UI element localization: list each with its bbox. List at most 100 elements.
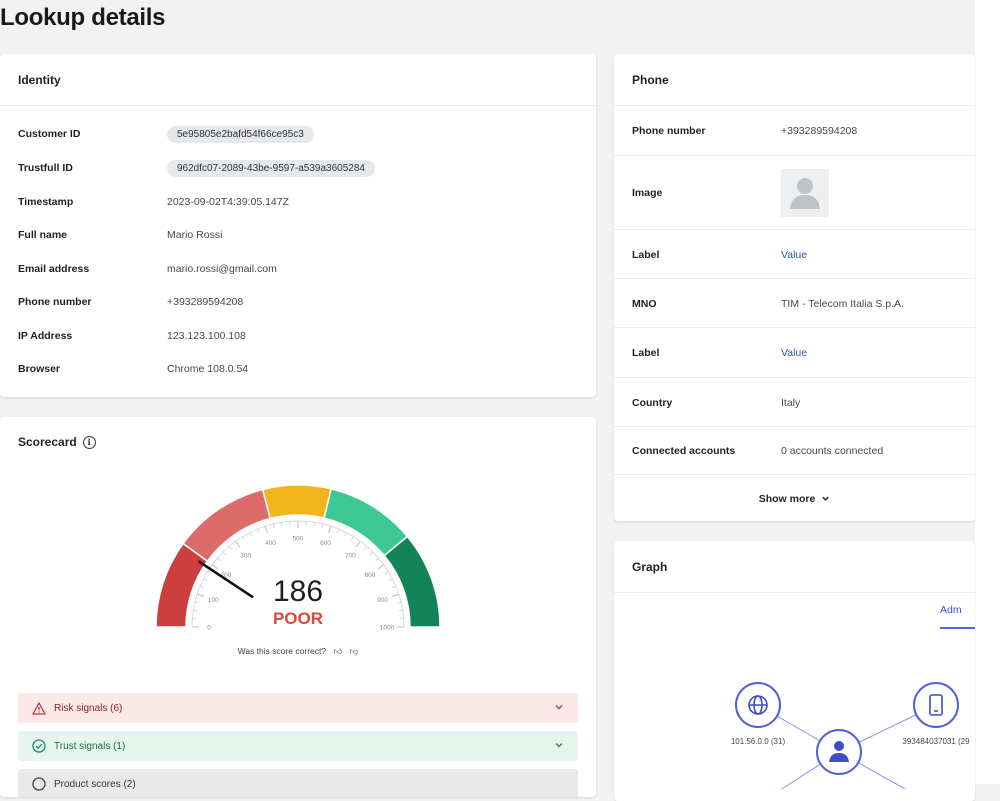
row-label: MNO bbox=[614, 298, 781, 310]
phone-row-label-1: Label Value bbox=[614, 229, 975, 279]
gauge-tick bbox=[229, 546, 232, 549]
row-value: +393289594208 bbox=[781, 125, 857, 137]
row-label: Label bbox=[614, 249, 781, 261]
row-label: Customer ID bbox=[18, 128, 167, 140]
trustfull-id-chip[interactable]: 962dfc07-2089-43be-9597-a539a3605284 bbox=[167, 160, 375, 177]
gauge-tick bbox=[397, 602, 401, 603]
gauge-tick bbox=[208, 572, 211, 574]
warning-icon bbox=[32, 702, 46, 715]
gauge-tick bbox=[212, 565, 218, 569]
identity-row-email: Email address mario.rossi@gmail.com bbox=[18, 259, 277, 279]
gauge-tick bbox=[223, 552, 226, 555]
row-label: Email address bbox=[18, 263, 167, 275]
risk-signals-accordion[interactable]: Risk signals (6) bbox=[18, 693, 578, 723]
gauge-segment-excellent bbox=[384, 536, 440, 627]
identity-row-browser: Browser Chrome 108.0.54 bbox=[18, 359, 248, 379]
identity-row-customer-id: Customer ID 5e95805e2bafd54f66ce95c3 bbox=[18, 124, 314, 144]
phone-card: Phone Phone number +393289594208 Image L… bbox=[614, 54, 975, 521]
gauge-tick bbox=[392, 586, 396, 588]
row-label: Full name bbox=[18, 229, 167, 241]
gauge-segment-average bbox=[263, 485, 331, 519]
score-feedback: Was this score correct? 👍︎ 👎︎ bbox=[0, 646, 596, 657]
score-rating: POOR bbox=[273, 609, 323, 628]
row-label: Trustfull ID bbox=[18, 162, 167, 174]
phone-row-label-2: Label Value bbox=[614, 327, 975, 378]
row-label: Timestamp bbox=[18, 196, 167, 208]
gauge-tick bbox=[370, 552, 373, 555]
thumbs-down-icon[interactable]: 👎︎ bbox=[350, 646, 359, 656]
row-value-link[interactable]: Value bbox=[781, 347, 807, 359]
row-label: Browser bbox=[18, 363, 167, 375]
phone-row-connected-accounts: Connected accounts 0 accounts connected bbox=[614, 426, 975, 475]
gauge-tick bbox=[197, 594, 204, 596]
phone-row-mno: MNO TIM - Telecom Italia S.p.A. bbox=[614, 278, 975, 328]
gauge-segment-fair bbox=[183, 489, 270, 561]
score-value: 186 bbox=[273, 575, 323, 608]
row-value: TIM - Telecom Italia S.p.A. bbox=[781, 298, 904, 310]
graph-node-label: 101.56.0.0 (31) bbox=[731, 737, 786, 746]
gauge-tick bbox=[376, 558, 379, 561]
gauge-tick bbox=[250, 533, 252, 537]
graph-node-ip[interactable]: 101.56.0.0 (31) bbox=[731, 683, 786, 746]
product-scores-accordion[interactable]: Product scores (2) bbox=[18, 769, 578, 797]
row-value: mario.rossi@gmail.com bbox=[167, 263, 277, 275]
row-value-link[interactable]: Value bbox=[781, 249, 807, 261]
gauge-tick bbox=[378, 565, 384, 569]
right-edge-panel bbox=[975, 0, 1000, 784]
gauge-tick-label: 900 bbox=[377, 597, 388, 604]
row-label: Connected accounts bbox=[614, 445, 781, 457]
gauge-tick bbox=[364, 546, 367, 549]
thumbs-up-icon[interactable]: 👍︎ bbox=[333, 646, 342, 656]
identity-row-timestamp: Timestamp 2023-09-02T4:39:05.147Z bbox=[18, 192, 289, 212]
identity-card-title: Identity bbox=[0, 54, 596, 106]
row-label: Phone number bbox=[18, 296, 167, 308]
show-more-label: Show more bbox=[759, 493, 816, 505]
chevron-down-icon bbox=[554, 702, 564, 712]
gauge-tick bbox=[356, 541, 360, 547]
gauge-tick-label: 300 bbox=[240, 552, 251, 559]
info-circle-icon bbox=[32, 777, 46, 791]
scorecard-title-row: Scorecard i bbox=[18, 435, 96, 449]
avatar bbox=[781, 169, 829, 217]
phone-row-number: Phone number +393289594208 bbox=[614, 105, 975, 156]
identity-row-phone: Phone number +393289594208 bbox=[18, 292, 243, 312]
gauge-tick bbox=[385, 572, 388, 574]
gauge-tick-label: 1000 bbox=[380, 625, 395, 632]
gauge-tick-label: 100 bbox=[208, 597, 219, 604]
gauge-tick bbox=[273, 524, 274, 528]
gauge-tick bbox=[344, 533, 346, 537]
gauge-tick bbox=[322, 524, 323, 528]
gauge-tick-label: 400 bbox=[265, 540, 276, 547]
trust-signals-accordion[interactable]: Trust signals (1) bbox=[18, 731, 578, 761]
gauge-tick bbox=[392, 594, 399, 596]
gauge-tick-label: 500 bbox=[293, 536, 304, 543]
graph-node-phone[interactable]: 393484037031 (29 bbox=[902, 683, 970, 746]
show-more-button[interactable]: Show more bbox=[614, 474, 975, 521]
info-icon[interactable]: i bbox=[83, 436, 96, 449]
gauge-tick bbox=[195, 602, 199, 603]
row-value: Mario Rossi bbox=[167, 229, 222, 241]
person-placeholder-icon bbox=[781, 169, 829, 217]
gauge-tick bbox=[389, 579, 393, 581]
row-label: Country bbox=[614, 397, 781, 409]
graph-card: Graph Adm 101.56.0.0 (31) 393484037031 (… bbox=[614, 541, 975, 801]
phone-row-image: Image bbox=[614, 155, 975, 230]
gauge-tick bbox=[265, 526, 267, 533]
gauge-tick bbox=[281, 522, 282, 526]
row-value: Italy bbox=[781, 397, 800, 409]
gauge-tick bbox=[217, 558, 220, 561]
gauge-tick bbox=[257, 529, 259, 533]
identity-row-full-name: Full name Mario Rossi bbox=[18, 225, 222, 245]
graph-node-user[interactable] bbox=[817, 730, 861, 774]
graph-tab-admin[interactable]: Adm bbox=[940, 604, 975, 616]
row-label: Phone number bbox=[614, 125, 781, 137]
customer-id-chip[interactable]: 5e95805e2bafd54f66ce95c3 bbox=[167, 126, 314, 143]
gauge-tick bbox=[351, 537, 353, 540]
identity-row-ip: IP Address 123.123.100.108 bbox=[18, 326, 246, 346]
gauge-tick-label: 700 bbox=[345, 552, 356, 559]
row-value: 123.123.100.108 bbox=[167, 330, 246, 342]
risk-signals-label: Risk signals (6) bbox=[54, 703, 122, 714]
gauge-tick-label: 600 bbox=[320, 540, 331, 547]
